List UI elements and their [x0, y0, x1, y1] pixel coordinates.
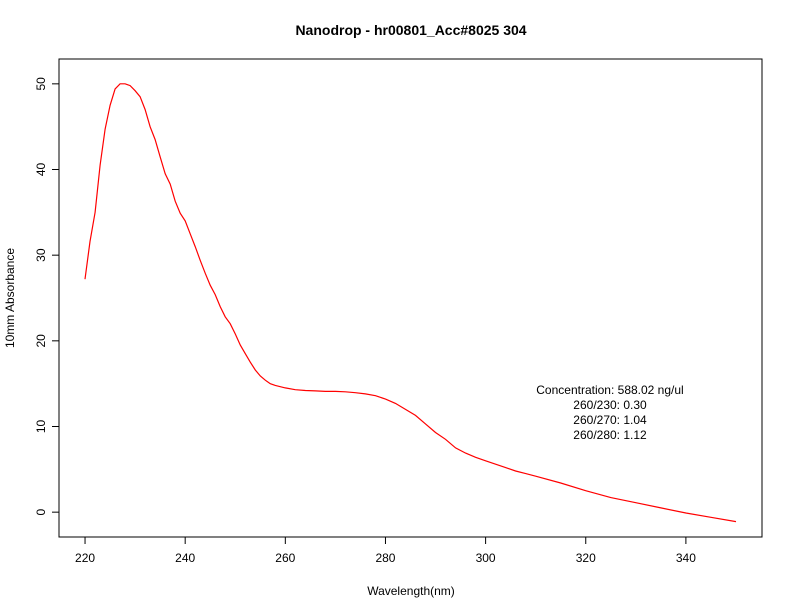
y-axis-label: 10mm Absorbance — [3, 248, 17, 348]
y-tick-label: 10 — [34, 420, 48, 434]
y-tick-label: 30 — [34, 248, 48, 262]
annotation-line: 260/230: 0.30 — [573, 398, 647, 412]
y-tick-label: 20 — [34, 334, 48, 348]
x-axis: 220 240 260 280 300 320 340 — [75, 537, 696, 565]
annotation-line: Concentration: 588.02 ng/ul — [536, 383, 683, 397]
x-tick-label: 320 — [576, 551, 596, 565]
annotation-line: 260/270: 1.04 — [573, 413, 647, 427]
chart-title: Nanodrop - hr00801_Acc#8025 304 — [295, 22, 526, 38]
x-tick-label: 340 — [676, 551, 696, 565]
y-tick-label: 40 — [34, 163, 48, 177]
y-tick-label: 50 — [34, 77, 48, 91]
series-layer — [84, 83, 737, 523]
y-tick-label: 0 — [34, 509, 48, 516]
y-axis: 0 10 20 30 40 50 — [34, 77, 59, 516]
absorbance-series-line — [84, 83, 737, 523]
x-tick-label: 300 — [476, 551, 496, 565]
x-axis-label: Wavelength(nm) — [367, 584, 455, 598]
plot-frame — [58, 58, 763, 538]
x-tick-label: 260 — [275, 551, 295, 565]
x-tick-label: 240 — [175, 551, 195, 565]
x-tick-label: 280 — [375, 551, 395, 565]
annotation-line: 260/280: 1.12 — [573, 428, 647, 442]
x-tick-label: 220 — [75, 551, 95, 565]
